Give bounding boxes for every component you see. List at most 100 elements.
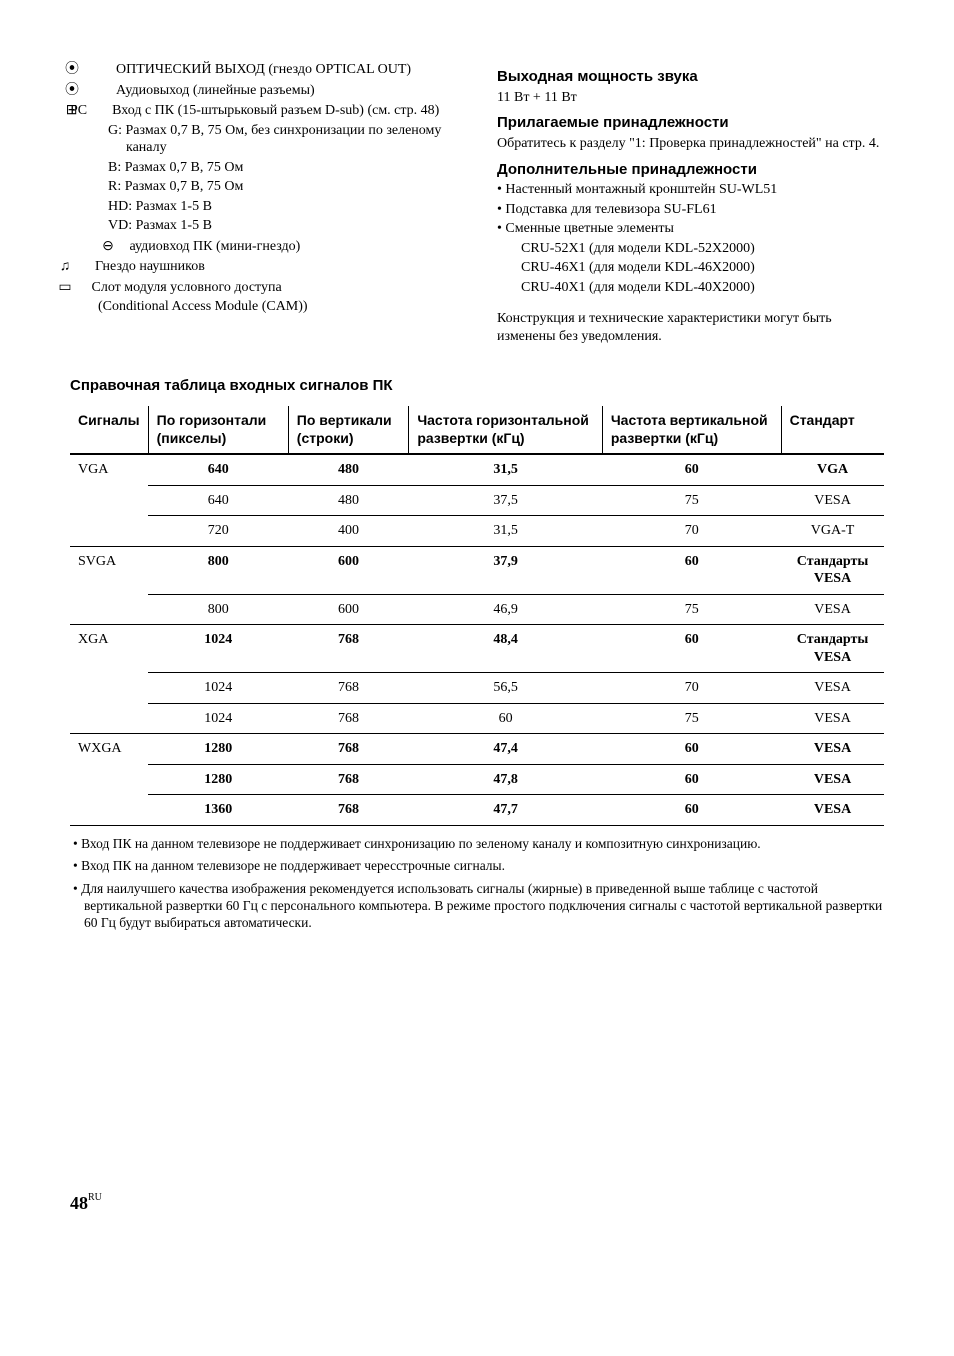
note-2: • Вход ПК на данном телевизоре не поддер… — [70, 858, 884, 875]
data-cell: Стандарты VESA — [781, 625, 884, 673]
cam-text1: Слот модуля условного доступа — [92, 280, 282, 295]
headphone-line: ♫ Гнездо наушников — [70, 257, 457, 276]
data-cell: 60 — [602, 795, 781, 826]
data-cell: 1280 — [148, 764, 288, 795]
th-hpixels: По горизонтали (пикселы) — [148, 406, 288, 454]
cam-icon: ▭ — [70, 278, 88, 296]
opt-b1: • Настенный монтажный кронштейн SU-WL51 — [497, 181, 884, 199]
vd-line: VD: Размах 1-5 В — [70, 217, 457, 235]
headphone-icon: ♫ — [70, 257, 88, 275]
data-cell: 48,4 — [409, 625, 603, 673]
note-1: • Вход ПК на данном телевизоре не поддер… — [70, 836, 884, 853]
data-cell: VESA — [781, 734, 884, 765]
page-suffix: RU — [88, 1192, 102, 1203]
supplied-acc-heading: Прилагаемые принадлежности — [497, 114, 884, 133]
data-cell: 768 — [288, 673, 409, 704]
optical-out-line: ⦿ ОПТИЧЕСКИЙ ВЫХОД (гнездо OPTICAL OUT) — [70, 60, 457, 79]
data-cell: 480 — [288, 485, 409, 516]
table-row: 128076847,860VESA — [70, 764, 884, 795]
signal-cell: WXGA — [70, 734, 148, 826]
headphone-text: Гнездо наушников — [95, 259, 205, 274]
table-row: 64048037,575VESA — [70, 485, 884, 516]
table-row: 72040031,570VGA-T — [70, 516, 884, 547]
optional-acc-heading: Дополнительные принадлежности — [497, 161, 884, 180]
data-cell: 60 — [602, 625, 781, 673]
table-row: 80060046,975VESA — [70, 594, 884, 625]
data-cell: 1280 — [148, 734, 288, 765]
opt-b3-text: Сменные цветные элементы — [505, 221, 674, 236]
notes-block: • Вход ПК на данном телевизоре не поддер… — [70, 836, 884, 932]
data-cell: VESA — [781, 703, 884, 734]
right-column: Выходная мощность звука 11 Вт + 11 Вт Пр… — [497, 60, 884, 347]
data-cell: 60 — [602, 764, 781, 795]
th-vfreq: Частота вертикальной развертки (кГц) — [602, 406, 781, 454]
r-line: R: Размах 0,7 В, 75 Ом — [70, 178, 457, 196]
data-cell: 720 — [148, 516, 288, 547]
r-text: R: Размах 0,7 В, 75 Ом — [108, 179, 243, 194]
table-row: 136076847,760VESA — [70, 795, 884, 826]
data-cell: 31,5 — [409, 454, 603, 485]
data-cell: 60 — [602, 454, 781, 485]
opt-b2: • Подставка для телевизора SU-FL61 — [497, 201, 884, 219]
data-cell: 768 — [288, 734, 409, 765]
design-note: Конструкция и технические характеристики… — [497, 310, 884, 345]
data-cell: 1024 — [148, 673, 288, 704]
footer: 48RU — [70, 1192, 884, 1215]
audio-in-text: аудиовход ПК (мини-гнездо) — [130, 239, 301, 254]
opt-b3a: CRU-52X1 (для модели KDL-52X2000) — [497, 240, 884, 258]
g-text: G: Размах 0,7 В, 75 Ом, без синхронизаци… — [108, 123, 441, 156]
data-cell: 47,8 — [409, 764, 603, 795]
data-cell: 70 — [602, 516, 781, 547]
left-column: ⦿ ОПТИЧЕСКИЙ ВЫХОД (гнездо OPTICAL OUT) … — [70, 60, 457, 347]
audio-in-line: ⊖ аудиовход ПК (мини-гнездо) — [70, 237, 457, 256]
data-cell: 800 — [148, 594, 288, 625]
cam-line2: (Conditional Access Module (CAM)) — [70, 298, 457, 316]
th-hfreq: Частота горизонтальной развертки (кГц) — [409, 406, 603, 454]
data-cell: 47,7 — [409, 795, 603, 826]
table-row: SVGA80060037,960Стандарты VESA — [70, 546, 884, 594]
signal-table: Сигналы По горизонтали (пикселы) По верт… — [70, 406, 884, 826]
sound-power-heading: Выходная мощность звука — [497, 68, 884, 87]
data-cell: 60 — [409, 703, 603, 734]
data-cell: 75 — [602, 703, 781, 734]
data-cell: 75 — [602, 594, 781, 625]
two-column-layout: ⦿ ОПТИЧЕСКИЙ ВЫХОД (гнездо OPTICAL OUT) … — [70, 60, 884, 347]
data-cell: 768 — [288, 703, 409, 734]
table-row: 102476856,570VESA — [70, 673, 884, 704]
data-cell: 1024 — [148, 625, 288, 673]
data-cell: 600 — [288, 594, 409, 625]
data-cell: 37,5 — [409, 485, 603, 516]
data-cell: 46,9 — [409, 594, 603, 625]
table-row: WXGA128076847,460VESA — [70, 734, 884, 765]
data-cell: 480 — [288, 454, 409, 485]
g-line: G: Размах 0,7 В, 75 Ом, без синхронизаци… — [70, 122, 457, 157]
opt-b3: • Сменные цветные элементы — [497, 220, 884, 238]
optical-icon: ⦿ — [84, 60, 102, 78]
pc-in-line: PC ⊟ Вход с ПК (15-штырьковый разъем D-s… — [70, 101, 457, 120]
data-cell: 768 — [288, 764, 409, 795]
hd-text: HD: Размах 1-5 В — [108, 199, 212, 214]
table-row: 10247686075VESA — [70, 703, 884, 734]
data-cell: 640 — [148, 454, 288, 485]
data-cell: VESA — [781, 795, 884, 826]
note-3: • Для наилучшего качества изображения ре… — [70, 881, 884, 932]
vd-text: VD: Размах 1-5 В — [108, 218, 212, 233]
data-cell: Стандарты VESA — [781, 546, 884, 594]
th-signals: Сигналы — [70, 406, 148, 454]
table-body: VGA64048031,560VGA64048037,575VESA720400… — [70, 454, 884, 825]
data-cell: VESA — [781, 485, 884, 516]
opt-b3b: CRU-46X1 (для модели KDL-46X2000) — [497, 259, 884, 277]
data-cell: 600 — [288, 546, 409, 594]
data-cell: VESA — [781, 764, 884, 795]
data-cell: VESA — [781, 594, 884, 625]
cam-line: ▭ Слот модуля условного доступа — [70, 278, 457, 297]
data-cell: VGA — [781, 454, 884, 485]
sound-power-value: 11 Вт + 11 Вт — [497, 89, 884, 107]
page-number: 48 — [70, 1193, 88, 1213]
b-text: B: Размах 0,7 В, 75 Ом — [108, 160, 243, 175]
data-cell: 31,5 — [409, 516, 603, 547]
audio-out-icon: ⦿ — [84, 81, 102, 99]
audio-in-icon: ⊖ — [108, 237, 126, 255]
opt-b1-text: Настенный монтажный кронштейн SU-WL51 — [505, 182, 777, 197]
audio-out-text: Аудиовыход (линейные разъемы) — [116, 83, 315, 98]
